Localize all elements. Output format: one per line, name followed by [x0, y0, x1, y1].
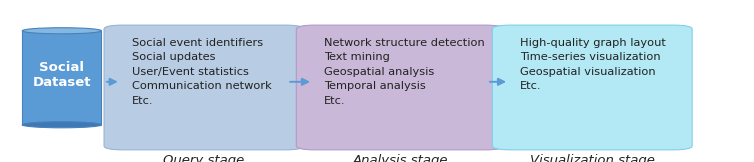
Text: Visualization stage: Visualization stage	[530, 154, 654, 162]
FancyBboxPatch shape	[492, 25, 692, 150]
Ellipse shape	[22, 28, 101, 34]
FancyBboxPatch shape	[104, 25, 304, 150]
Text: Analysis stage: Analysis stage	[352, 154, 448, 162]
Text: Query stage: Query stage	[164, 154, 244, 162]
Ellipse shape	[22, 122, 101, 128]
FancyBboxPatch shape	[296, 25, 504, 150]
Polygon shape	[23, 31, 101, 125]
Text: Social event identifiers
Social updates
User/Event statistics
Communication netw: Social event identifiers Social updates …	[132, 38, 271, 106]
Text: High-quality graph layout
Time-series visualization
Geospatial visualization
Etc: High-quality graph layout Time-series vi…	[520, 38, 666, 91]
Text: Network structure detection
Text mining
Geospatial analysis
Temporal analysis
Et: Network structure detection Text mining …	[324, 38, 485, 106]
Text: Social
Dataset: Social Dataset	[32, 61, 91, 88]
